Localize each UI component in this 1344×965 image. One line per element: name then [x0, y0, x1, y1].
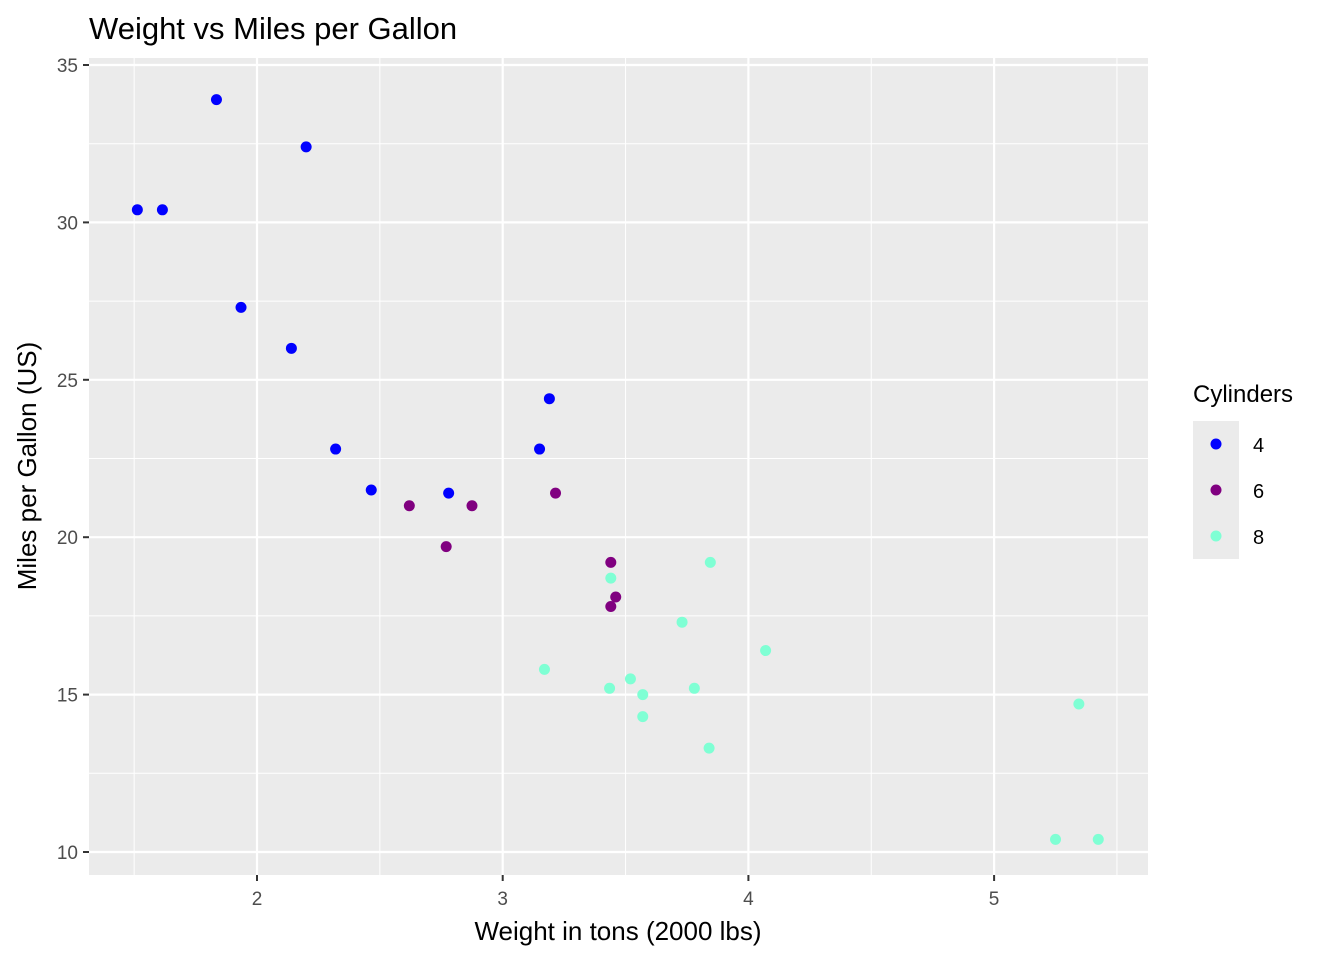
data-point-cyl-6	[403, 500, 415, 512]
data-point-cyl-6	[440, 541, 452, 553]
data-point-cyl-4	[365, 484, 377, 496]
y-tick-label: 15	[57, 686, 78, 707]
data-point-cyl-8	[604, 682, 616, 694]
data-point-cyl-4	[131, 204, 143, 216]
data-point-cyl-8	[676, 616, 688, 628]
data-point-cyl-8	[624, 673, 636, 685]
data-point-cyl-4	[443, 487, 455, 499]
y-tick-label: 20	[57, 528, 78, 549]
data-point-cyl-8	[1073, 698, 1085, 710]
data-point-cyl-8	[760, 645, 772, 657]
data-points	[131, 94, 1104, 845]
legend: Cylinders 4 6 8	[1193, 381, 1293, 559]
chart-title: Weight vs Miles per Gallon	[89, 11, 457, 46]
legend-label: 8	[1253, 527, 1264, 549]
gridlines	[89, 58, 1148, 875]
data-point-cyl-4	[235, 301, 247, 313]
y-tick-label: 10	[57, 843, 78, 864]
data-point-cyl-4	[330, 443, 342, 455]
data-point-cyl-8	[538, 663, 550, 675]
data-point-cyl-4	[534, 443, 546, 455]
data-point-cyl-4	[285, 342, 297, 354]
plot-panel	[89, 58, 1148, 875]
legend-title: Cylinders	[1193, 381, 1293, 408]
data-point-cyl-8	[1092, 833, 1104, 845]
legend-label: 6	[1253, 481, 1264, 503]
data-point-cyl-6	[550, 487, 562, 499]
data-point-cyl-4	[300, 141, 312, 153]
legend-key-4	[1210, 438, 1222, 450]
y-axis-label: Miles per Gallon (US)	[12, 342, 42, 591]
data-point-cyl-6	[466, 500, 478, 512]
data-point-cyl-8	[605, 572, 617, 584]
x-tick-label: 3	[497, 889, 508, 910]
data-point-cyl-8	[688, 682, 700, 694]
axes: 2 3 4 5 10 15 20 25 30 35	[57, 56, 1000, 910]
data-point-cyl-4	[543, 393, 555, 405]
data-point-cyl-4	[210, 94, 222, 106]
legend-key-8	[1210, 530, 1222, 542]
legend-key-6	[1210, 484, 1222, 496]
data-point-cyl-8	[637, 711, 649, 723]
data-point-cyl-8	[1050, 833, 1062, 845]
data-point-cyl-4	[156, 204, 168, 216]
y-tick-label: 35	[57, 56, 78, 77]
x-tick-label: 5	[989, 889, 1000, 910]
legend-label: 4	[1253, 435, 1264, 457]
data-point-cyl-8	[703, 742, 715, 754]
x-tick-label: 2	[252, 889, 263, 910]
data-point-cyl-8	[637, 689, 649, 701]
x-tick-label: 4	[743, 889, 754, 910]
y-tick-label: 25	[57, 371, 78, 392]
y-tick-label: 30	[57, 213, 78, 234]
data-point-cyl-6	[610, 591, 622, 603]
data-point-cyl-6	[605, 600, 617, 612]
data-point-cyl-8	[704, 556, 716, 568]
x-axis-label: Weight in tons (2000 lbs)	[474, 916, 761, 946]
data-point-cyl-6	[605, 556, 617, 568]
